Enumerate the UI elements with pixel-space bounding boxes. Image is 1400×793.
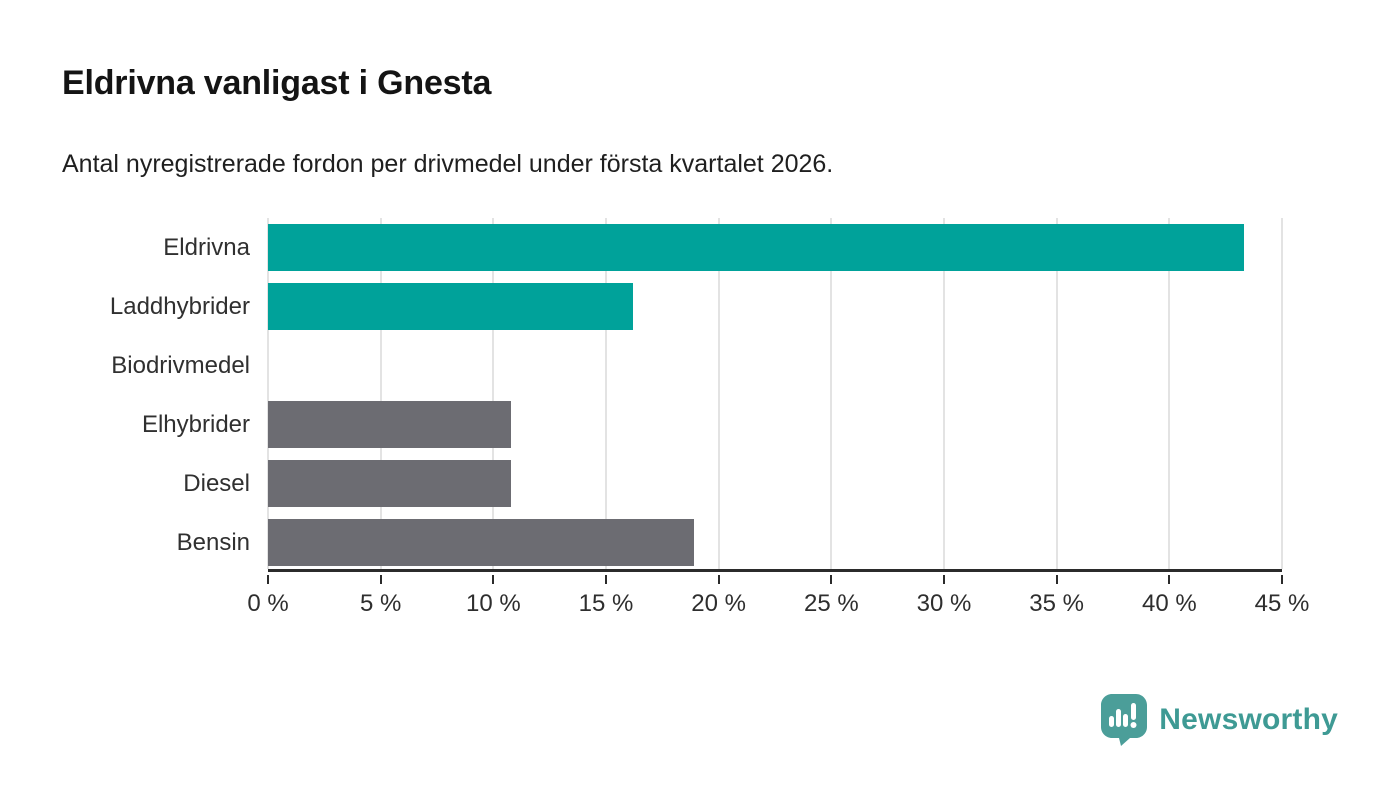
bar-row-biodrivmedel [268, 336, 1282, 395]
axis-tick-label-0: 0 % [247, 590, 289, 617]
axis-tick-label-35: 35 % [1029, 590, 1084, 617]
category-label-elhybrider: Elhybrider [141, 410, 250, 438]
category-label-diesel: Diesel [183, 469, 250, 497]
gridline-5 [379, 218, 382, 569]
gridline-35 [1055, 218, 1058, 569]
category-label-eldrivna: Eldrivna [163, 233, 250, 261]
axis-tick-label-40: 40 % [1141, 590, 1197, 617]
axis-tick-label-20: 20 % [691, 590, 746, 617]
bar-diesel [268, 460, 512, 507]
bar-elhybrider [268, 401, 512, 448]
plot-area: 0 % 5 % 10 % 15 % 20 % 25 % 30 % 35 % 40 % 45 % [247, 218, 1309, 617]
gridline-0 [267, 218, 269, 569]
axis-tick-0 [267, 575, 269, 584]
bar-row-eldrivna [268, 218, 1282, 277]
bar-laddhybrider [268, 283, 634, 330]
axis-tick-label-45: 45 % [1254, 590, 1310, 617]
bar-eldrivna [268, 224, 1244, 271]
gridline-20 [717, 218, 720, 569]
axis-tick-30 [943, 575, 945, 584]
gridline-25 [830, 218, 833, 569]
axis-tick-25 [830, 575, 833, 584]
axis-tick-label-10: 10 % [465, 590, 521, 617]
bar-row-bensin [268, 513, 1282, 572]
category-label-laddhybrider: Laddhybrider [109, 292, 250, 320]
axis-tick-10 [492, 575, 495, 584]
axis-tick-35 [1055, 575, 1058, 584]
newsworthy-logo: Newsworthy [1101, 694, 1338, 746]
page-title: Eldrivna vanligast i Gnesta [62, 64, 492, 102]
axis-tick-5 [379, 575, 382, 584]
chart-subtitle: Antal nyregistrerade fordon per drivmede… [62, 150, 834, 178]
gridline-15 [605, 218, 607, 569]
bar-row-laddhybrider [268, 277, 1282, 336]
gridline-30 [943, 218, 945, 569]
category-labels: Eldrivna Laddhybrider Biodrivmedel Elhybrid… [0, 218, 250, 572]
gridline-10 [492, 218, 495, 569]
axis-tick-15 [605, 575, 607, 584]
category-label-biodrivmedel: Biodrivmedel [111, 351, 250, 379]
bar-row-elhybrider [268, 395, 1282, 454]
bar-row-diesel [268, 454, 1282, 513]
axis-tick-20 [717, 575, 720, 584]
axis-tick-label-30: 30 % [916, 590, 972, 617]
gridline-45 [1281, 218, 1283, 569]
axis-tick-label-5: 5 % [359, 590, 402, 617]
gridline-40 [1168, 218, 1171, 569]
bar-chart: Eldrivna Laddhybrider Biodrivmedel Elhybrid… [0, 218, 1400, 618]
axis-tick-label-25: 25 % [803, 590, 859, 617]
category-label-bensin: Bensin [176, 528, 250, 556]
axis-tick-label-15: 15 % [578, 590, 634, 617]
axis-tick-40 [1168, 575, 1171, 584]
newsworthy-wordmark: Newsworthy [1159, 703, 1338, 736]
newsworthy-bubble-chart-icon [1101, 694, 1148, 746]
bar-bensin [268, 519, 694, 566]
axis-tick-45 [1281, 575, 1283, 584]
